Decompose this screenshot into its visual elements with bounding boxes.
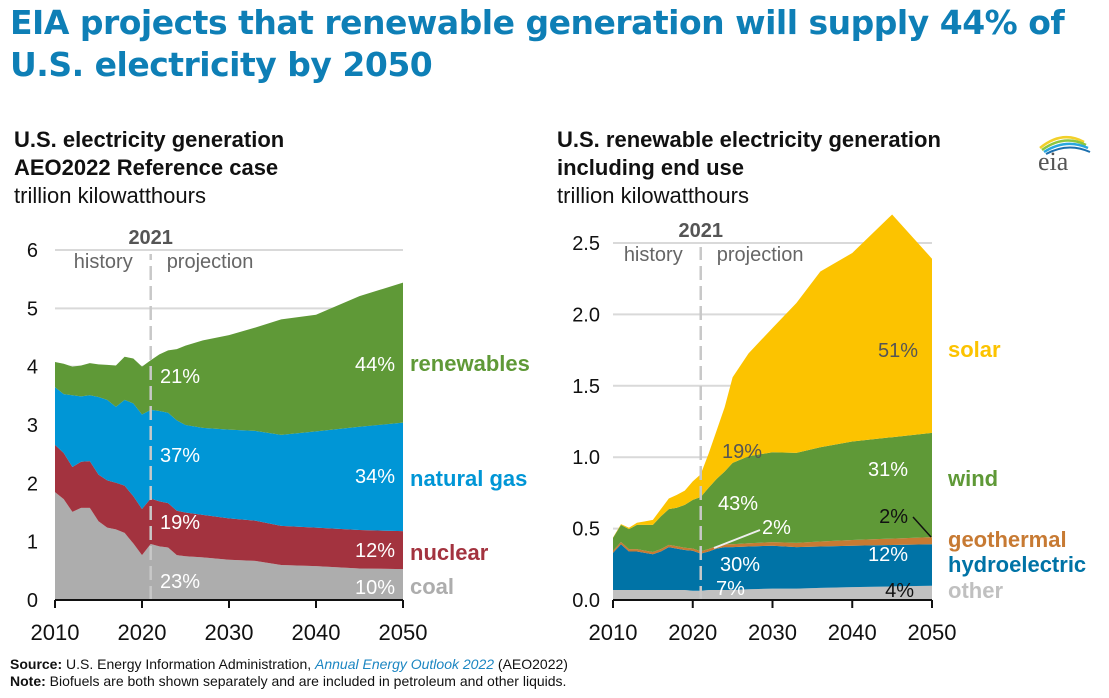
- y-tick-label: 2.0: [572, 304, 600, 326]
- left-chart-units: trillion kilowatthours: [14, 183, 206, 208]
- note-label: Note:: [10, 673, 46, 689]
- y-tick-label: 2.5: [572, 233, 600, 255]
- series-label-solar: solar: [948, 337, 1001, 362]
- share-2021-natural-gas: 37%: [160, 445, 200, 467]
- x-tick-label: 2040: [828, 620, 877, 645]
- right-chart-title-line1: U.S. renewable electricity generation: [557, 127, 941, 152]
- left-chart-title-line2: AEO2022 Reference case: [14, 155, 279, 180]
- area-solar: [613, 214, 932, 538]
- y-tick-label: 2: [27, 473, 38, 495]
- share-2050-renewables: 44%: [355, 354, 395, 376]
- geothermal-2050-leader: [912, 516, 932, 538]
- x-tick-label: 2020: [668, 620, 717, 645]
- series-label-geothermal: geothermal: [948, 527, 1067, 552]
- share-2021-hydroelectric: 30%: [720, 554, 760, 576]
- divider-year-label: 2021: [128, 227, 173, 249]
- y-tick-label: 0: [27, 590, 38, 612]
- x-tick-label: 2030: [205, 620, 254, 645]
- share-2050-solar: 51%: [878, 340, 918, 362]
- series-label-coal: coal: [410, 574, 454, 599]
- series-label-renewables: renewables: [410, 351, 530, 376]
- y-tick-label: 4: [27, 357, 38, 379]
- share-2021-geothermal: 2%: [762, 517, 791, 539]
- eia-logo-icon: eia: [1038, 135, 1091, 176]
- y-tick-label: 3: [27, 415, 38, 437]
- headline: EIA projects that renewable generation w…: [10, 3, 1065, 84]
- eia-logo-text: eia: [1038, 147, 1069, 174]
- x-tick-label: 2050: [908, 620, 957, 645]
- share-2021-solar: 19%: [722, 441, 762, 463]
- share-2050-other: 4%: [885, 580, 914, 602]
- x-tick-label: 2030: [748, 620, 797, 645]
- eia-logo: eia: [1032, 128, 1092, 176]
- geothermal-2021-leader: [713, 529, 761, 549]
- area-nuclear: [55, 444, 403, 570]
- y-tick-label: 6: [27, 240, 38, 262]
- area-wind: [613, 432, 932, 553]
- left-chart-title-line1: U.S. electricity generation: [14, 127, 285, 152]
- source-text: U.S. Energy Information Administration,: [62, 656, 316, 672]
- series-label-wind: wind: [947, 466, 998, 491]
- right-chart-title-line2: including end use: [557, 155, 745, 180]
- history-label: history: [74, 251, 133, 273]
- footer: Source: U.S. Energy Information Administ…: [10, 656, 568, 690]
- divider-year-label: 2021: [678, 220, 723, 242]
- note-line: Note: Biofuels are both shown separately…: [10, 673, 568, 690]
- share-2050-natural-gas: 34%: [355, 466, 395, 488]
- series-label-nuclear: nuclear: [410, 540, 489, 565]
- x-tick-label: 2040: [292, 620, 341, 645]
- note-text: Biofuels are both shown separately and a…: [45, 673, 567, 689]
- left-chart-title: U.S. electricity generation AEO2022 Refe…: [14, 126, 284, 210]
- y-tick-label: 1: [27, 532, 38, 554]
- series-label-hydroelectric: hydroelectric: [948, 552, 1086, 577]
- y-tick-label: 1.0: [572, 447, 600, 469]
- x-tick-label: 2010: [31, 620, 80, 645]
- share-2021-renewables: 21%: [160, 366, 200, 388]
- y-tick-label: 5: [27, 298, 38, 320]
- share-2050-hydroelectric: 12%: [868, 544, 908, 566]
- x-tick-label: 2050: [379, 620, 428, 645]
- y-tick-label: 0.0: [572, 590, 600, 612]
- x-tick-label: 2020: [118, 620, 167, 645]
- source-suffix: (AEO2022): [494, 656, 568, 672]
- series-label-other: other: [948, 578, 1003, 603]
- share-2050-coal: 10%: [355, 577, 395, 599]
- projection-label: projection: [717, 244, 804, 266]
- projection-label: projection: [167, 251, 254, 273]
- source-link[interactable]: Annual Energy Outlook 2022: [315, 656, 495, 672]
- share-2050-geothermal: 2%: [879, 506, 908, 528]
- area-other: [613, 585, 932, 600]
- right-chart-units: trillion kilowatthours: [557, 183, 749, 208]
- source-label: Source:: [10, 656, 63, 672]
- share-2021-other: 7%: [716, 578, 745, 600]
- share-2021-nuclear: 19%: [160, 512, 200, 534]
- area-renewables: [55, 282, 403, 435]
- share-2050-wind: 31%: [868, 459, 908, 481]
- y-tick-label: 0.5: [572, 519, 600, 541]
- series-label-natural-gas: natural gas: [410, 466, 527, 491]
- share-2050-nuclear: 12%: [355, 540, 395, 562]
- area-geothermal: [613, 537, 932, 555]
- area-natural-gas: [55, 387, 403, 532]
- right-chart-title: U.S. renewable electricity generation in…: [557, 126, 941, 210]
- source-line: Source: U.S. Energy Information Administ…: [10, 656, 568, 673]
- share-2021-coal: 23%: [160, 571, 200, 593]
- y-tick-label: 1.5: [572, 376, 600, 398]
- area-hydroelectric: [613, 544, 932, 591]
- history-label: history: [624, 244, 683, 266]
- x-tick-label: 2010: [589, 620, 638, 645]
- share-2021-wind: 43%: [718, 493, 758, 515]
- area-coal: [55, 492, 403, 600]
